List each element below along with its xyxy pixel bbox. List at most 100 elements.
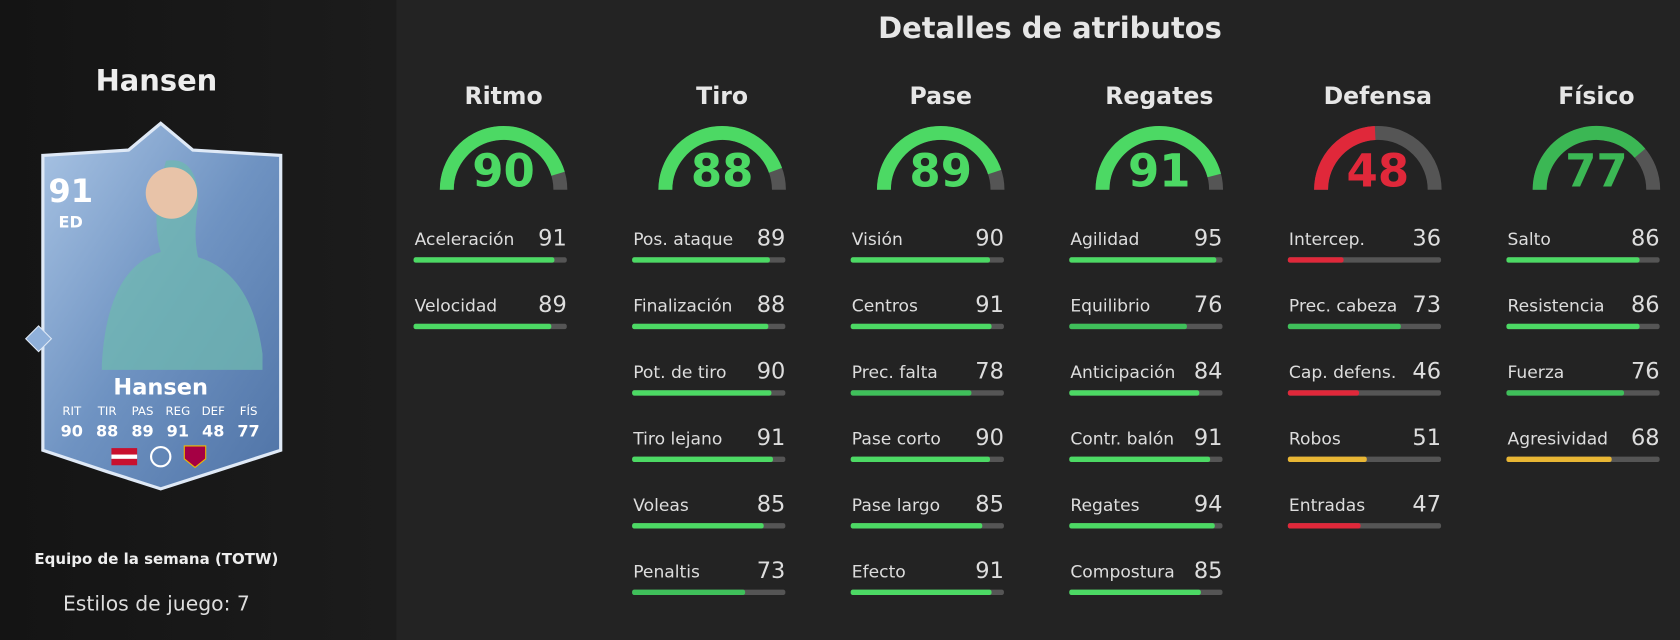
- stat-bar: [1069, 323, 1187, 330]
- stat-value: 91: [1194, 425, 1223, 451]
- stat-bar: [1069, 390, 1200, 396]
- stat-bar: [1069, 257, 1217, 263]
- gauge-value: 91: [1128, 145, 1191, 198]
- player-card: 91 ED Hansen: [24, 121, 283, 491]
- card-stat-label: FÍS: [240, 403, 258, 418]
- program-name: Equipo de la semana (TOTW): [34, 550, 278, 568]
- stat-value: 36: [1412, 226, 1441, 252]
- club-logo: [183, 445, 207, 469]
- category-name: Físico: [1558, 82, 1634, 110]
- stat-bar: [1069, 456, 1211, 463]
- stat-label: Pos. ataque: [633, 230, 733, 250]
- stat-bar: [850, 257, 990, 263]
- card-position: ED: [59, 212, 83, 231]
- stat-label: Penaltis: [633, 562, 700, 582]
- stat-value: 68: [1631, 425, 1660, 451]
- stat-bar: [850, 523, 983, 529]
- playstyles: Estilos de juego: 7: [63, 592, 250, 616]
- gauge-value: 77: [1565, 145, 1628, 198]
- stat-bar: [1506, 257, 1640, 263]
- stat-bar: [1506, 456, 1612, 463]
- gauge-value: 88: [691, 145, 754, 198]
- stat-label: Robos: [1289, 430, 1341, 450]
- stat-bar: [632, 257, 770, 263]
- stat-value: 89: [757, 226, 786, 252]
- stat-value: 90: [757, 358, 786, 384]
- gauge-fill: [1532, 125, 1646, 190]
- stat-label: Centros: [852, 297, 918, 317]
- stat-label: Prec. cabeza: [1289, 297, 1397, 317]
- card-rating: 91: [48, 172, 93, 210]
- card-stat-label: REG: [165, 404, 190, 418]
- stat-value: 94: [1194, 491, 1223, 517]
- stat-label: Intercep.: [1289, 230, 1365, 250]
- stat-value: 73: [1412, 292, 1441, 318]
- stat-value: 86: [1631, 226, 1660, 252]
- stat-bar: [632, 323, 769, 330]
- category-name: Pase: [909, 82, 972, 110]
- category-name: Regates: [1105, 82, 1213, 110]
- stat-label: Finalización: [633, 297, 732, 317]
- gauge-fill: [876, 126, 1002, 190]
- attributes: Ritmo 90 Aceleración 91 Velocidad 89 Tiro 88 Pos…: [413, 82, 1661, 595]
- stat-label: Tiro lejano: [632, 430, 722, 450]
- card-stat-value: 91: [167, 422, 189, 441]
- stat-value: 76: [1631, 358, 1660, 384]
- stat-label: Pot. de tiro: [633, 363, 726, 383]
- stat-value: 47: [1412, 491, 1441, 517]
- card-stat-value: 77: [237, 422, 259, 441]
- card-stat-value: 89: [131, 422, 153, 441]
- stat-bar: [850, 323, 992, 330]
- stat-value: 78: [975, 358, 1004, 384]
- stat-bar: [632, 523, 764, 529]
- player-image: [101, 160, 263, 370]
- stat-value: 91: [538, 226, 567, 252]
- stat-value: 73: [757, 558, 786, 584]
- stat-bar: [632, 390, 772, 396]
- stat-bar: [1069, 523, 1215, 529]
- stat-bar: [1287, 390, 1360, 396]
- stat-value: 85: [757, 491, 786, 517]
- stat-value: 91: [975, 292, 1004, 318]
- category-name: Ritmo: [464, 82, 542, 110]
- stat-value: 51: [1412, 425, 1441, 451]
- stat-value: 90: [975, 425, 1004, 451]
- stat-bar: [1069, 589, 1201, 595]
- stat-label: Agilidad: [1070, 230, 1139, 250]
- stat-label: Cap. defens.: [1289, 363, 1396, 383]
- gauge-value: 48: [1347, 145, 1410, 198]
- section-title: Detalles de atributos: [878, 11, 1222, 45]
- stat-bar: [850, 390, 972, 396]
- stat-value: 90: [975, 226, 1004, 252]
- stat-label: Salto: [1508, 230, 1551, 250]
- stat-value: 86: [1631, 292, 1660, 318]
- stat-bar: [1287, 323, 1401, 330]
- stat-label: Entradas: [1289, 496, 1365, 516]
- stat-value: 46: [1412, 358, 1441, 384]
- stat-bar: [850, 456, 990, 463]
- stat-value: 85: [975, 491, 1004, 517]
- stat-label: Regates: [1070, 496, 1139, 516]
- card-stat-label: TIR: [97, 404, 117, 418]
- stat-bar: [1506, 390, 1625, 396]
- stat-label: Contr. balón: [1070, 430, 1174, 450]
- stat-value: 89: [538, 292, 567, 318]
- stat-bar: [850, 589, 992, 595]
- card-stat-value: 48: [202, 422, 224, 441]
- stat-label: Visión: [852, 230, 903, 250]
- stat-value: 91: [975, 558, 1004, 584]
- stat-label: Anticipación: [1070, 363, 1175, 383]
- stat-label: Pase largo: [852, 496, 940, 516]
- league-logo: [150, 445, 172, 468]
- stat-value: 76: [1194, 292, 1223, 318]
- gauge-fill: [1314, 126, 1376, 191]
- flag-stripe: [111, 454, 138, 459]
- player-name: Hansen: [96, 64, 218, 98]
- card-badge: [24, 325, 53, 353]
- stat-label: Pase corto: [852, 430, 941, 450]
- stat-bar: [1506, 323, 1640, 330]
- stat-label: Agresividad: [1508, 430, 1609, 450]
- gauge-value: 90: [472, 145, 535, 198]
